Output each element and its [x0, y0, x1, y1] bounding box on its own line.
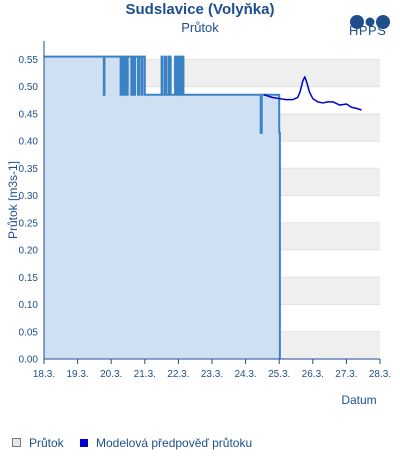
legend-item-forecast[interactable]: Modelová předpověď průtoku — [80, 436, 252, 450]
x-tick-labels: 18.3. 19.3. 20.3. 21.3. 22.3. 23.3. 24.3. 25.3.… — [33, 369, 391, 380]
y-tick-label: 0.00 — [19, 355, 39, 366]
y-tick-label: 0.40 — [19, 137, 39, 148]
observed-area — [44, 56, 280, 360]
x-tick-label: 22.3. — [167, 369, 189, 380]
legend-item-observed[interactable]: Průtok — [12, 436, 64, 450]
x-tick-label: 23.3. — [201, 369, 223, 380]
legend-swatch-observed — [12, 438, 21, 448]
y-tick-label: 0.50 — [19, 82, 39, 93]
forecast-line — [263, 76, 362, 111]
x-tick-label: 26.3. — [302, 369, 324, 380]
x-tick-label: 20.3. — [100, 369, 122, 380]
y-tick-label: 0.10 — [19, 300, 39, 311]
logo-circle-right — [376, 15, 390, 29]
logo-text: HPPS — [349, 23, 387, 38]
legend-swatch-forecast — [80, 438, 88, 447]
legend-label-observed: Průtok — [29, 436, 64, 450]
y-tick-label: 0.45 — [19, 109, 39, 120]
hpps-logo-icon — [350, 15, 390, 29]
x-tick-label: 27.3. — [335, 369, 357, 380]
axes — [43, 41, 381, 364]
y-tick-label: 0.30 — [19, 191, 39, 202]
y-tick-label: 0.20 — [19, 246, 39, 257]
x-tick-label: 21.3. — [134, 369, 156, 380]
x-tick-label: 25.3. — [268, 369, 290, 380]
chart-title: Sudslavice (Volyňka) — [125, 1, 275, 18]
x-tick-label: 18.3. — [33, 369, 55, 380]
x-tick-label: 24.3. — [234, 369, 256, 380]
observed-line — [44, 55, 281, 360]
flow-chart: 0.00 0.05 0.10 0.15 0.20 0.25 0.30 0.35 0.40 0.45… — [6, 41, 391, 407]
logo-circle-mid — [365, 17, 375, 27]
y-tick-label: 0.35 — [19, 164, 39, 175]
series-layer — [44, 55, 362, 360]
logo-circle-left — [350, 15, 364, 29]
y-axis-title: Průtok [m3s-1] — [6, 161, 20, 239]
legend-label-forecast: Modelová předpověď průtoku — [96, 436, 253, 450]
y-tick-label: 0.15 — [19, 273, 39, 284]
x-axis-title: Datum — [341, 393, 376, 407]
y-tick-label: 0.05 — [19, 327, 39, 338]
y-tick-label: 0.25 — [19, 218, 39, 229]
y-tick-label: 0.55 — [19, 55, 39, 66]
x-tick-label: 19.3. — [66, 369, 88, 380]
x-tick-label: 28.3. — [369, 369, 391, 380]
y-tick-labels: 0.00 0.05 0.10 0.15 0.20 0.25 0.30 0.35 0.40 0.45… — [19, 55, 39, 366]
chart-subtitle: Průtok — [181, 20, 219, 35]
